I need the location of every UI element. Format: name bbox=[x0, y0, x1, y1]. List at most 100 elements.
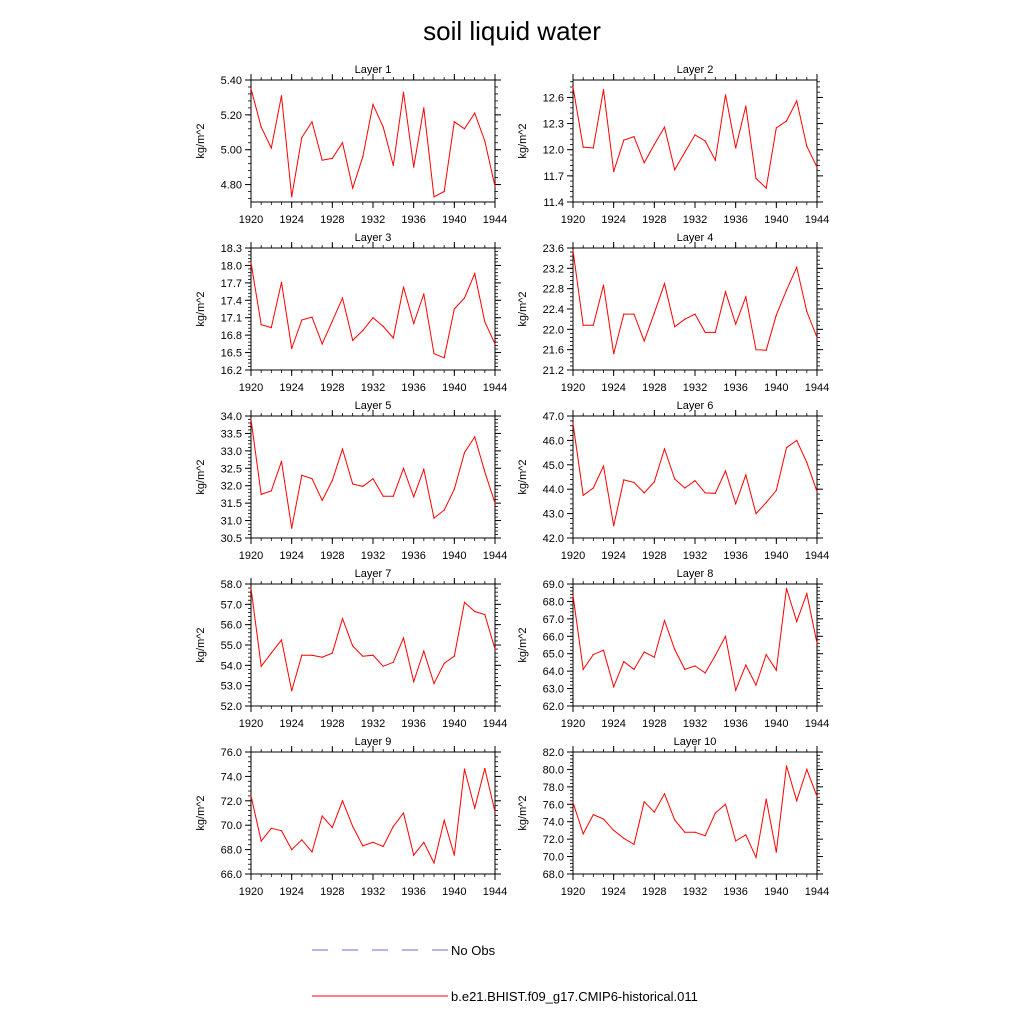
data-point bbox=[674, 169, 676, 171]
data-point bbox=[613, 686, 615, 688]
panels-group: Layer 1 4.80 5.00 5.20 5.40 1920 1924 1928 1932 1… bbox=[195, 64, 829, 898]
data-point bbox=[270, 327, 272, 329]
data-point bbox=[796, 100, 798, 102]
y-tick-label: 4.80 bbox=[221, 180, 242, 192]
data-point bbox=[474, 436, 476, 438]
data-point bbox=[260, 324, 262, 326]
data-point bbox=[592, 147, 594, 149]
y-tick-label: 72.0 bbox=[221, 796, 242, 808]
data-point bbox=[735, 840, 737, 842]
series-line bbox=[572, 86, 818, 190]
legend: No Obs b.e21.BHIST.f09_g17.CMIP6-histori… bbox=[312, 943, 698, 1004]
series-line bbox=[572, 765, 818, 860]
data-point bbox=[602, 649, 605, 651]
data-point bbox=[572, 422, 574, 424]
data-point bbox=[775, 314, 777, 316]
data-point bbox=[633, 313, 635, 315]
y-tick-label: 44.0 bbox=[543, 484, 564, 496]
data-point bbox=[643, 492, 645, 494]
x-tick-label: 1944 bbox=[805, 886, 829, 898]
data-point bbox=[301, 136, 303, 139]
data-point bbox=[816, 795, 818, 798]
y-tick-label: 66.0 bbox=[543, 631, 564, 643]
data-point bbox=[372, 317, 374, 319]
data-point bbox=[433, 196, 435, 198]
data-point bbox=[755, 856, 757, 859]
data-point bbox=[372, 841, 374, 843]
data-point bbox=[311, 316, 313, 318]
data-point bbox=[453, 308, 455, 310]
data-point bbox=[653, 811, 655, 813]
panel-frame bbox=[250, 751, 496, 875]
data-point bbox=[301, 474, 303, 476]
y-tick-label: 82.0 bbox=[543, 747, 564, 759]
y-axis-label: kg/m^2 bbox=[517, 627, 529, 662]
y-tick-label: 70.0 bbox=[221, 820, 242, 832]
data-point bbox=[433, 353, 435, 355]
data-point bbox=[724, 803, 727, 805]
x-tick-label: 1936 bbox=[401, 214, 425, 226]
data-point bbox=[714, 492, 716, 494]
data-point bbox=[775, 127, 777, 129]
data-point bbox=[592, 814, 594, 816]
data-point bbox=[341, 448, 344, 450]
data-point bbox=[311, 851, 313, 853]
x-tick-label: 1928 bbox=[642, 214, 666, 226]
data-point bbox=[362, 485, 364, 487]
x-tick-label: 1928 bbox=[320, 718, 344, 730]
data-point bbox=[796, 800, 798, 802]
data-point bbox=[674, 648, 676, 651]
y-tick-label: 68.0 bbox=[543, 596, 564, 608]
data-point bbox=[280, 830, 283, 832]
y-tick-label: 67.0 bbox=[543, 614, 564, 626]
y-tick-label: 23.2 bbox=[543, 263, 564, 275]
data-point bbox=[453, 854, 455, 856]
x-tick-label: 1944 bbox=[483, 886, 507, 898]
y-axis-label: kg/m^2 bbox=[517, 795, 529, 830]
data-point bbox=[331, 652, 333, 654]
panel-title: Layer 4 bbox=[677, 232, 714, 244]
data-point bbox=[653, 481, 655, 483]
y-tick-label: 76.0 bbox=[543, 799, 564, 811]
x-tick-label: 1936 bbox=[401, 550, 425, 562]
data-point bbox=[331, 157, 333, 159]
data-point bbox=[291, 849, 293, 851]
data-point bbox=[463, 768, 466, 770]
y-tick-label: 11.4 bbox=[543, 197, 564, 209]
x-tick-label: 1932 bbox=[683, 718, 707, 730]
data-point bbox=[291, 527, 293, 529]
data-point bbox=[433, 862, 435, 864]
x-tick-label: 1932 bbox=[683, 886, 707, 898]
x-tick-label: 1928 bbox=[320, 214, 344, 226]
x-tick-label: 1944 bbox=[805, 214, 829, 226]
x-tick-label: 1920 bbox=[561, 886, 585, 898]
data-point bbox=[423, 293, 425, 295]
data-point bbox=[352, 825, 354, 828]
y-tick-label: 54.0 bbox=[221, 660, 242, 672]
y-tick-label: 62.0 bbox=[543, 701, 564, 713]
data-point bbox=[443, 190, 445, 193]
data-point bbox=[806, 310, 808, 313]
y-tick-label: 68.0 bbox=[543, 869, 564, 881]
data-point bbox=[785, 587, 788, 590]
series-line bbox=[572, 250, 818, 354]
data-point bbox=[250, 88, 252, 90]
data-point bbox=[602, 89, 605, 91]
data-point bbox=[572, 249, 574, 252]
x-tick-label: 1936 bbox=[723, 382, 747, 394]
data-point bbox=[331, 320, 333, 322]
chart-panel-1: Layer 1 4.80 5.00 5.20 5.40 1920 1924 1928 1932 1… bbox=[195, 64, 507, 226]
data-point bbox=[382, 845, 384, 848]
y-tick-label: 76.0 bbox=[221, 747, 242, 759]
data-point bbox=[724, 470, 727, 472]
data-point bbox=[392, 825, 394, 828]
data-point bbox=[684, 831, 686, 833]
y-axis-label: kg/m^2 bbox=[517, 459, 529, 494]
data-point bbox=[433, 517, 435, 519]
data-point bbox=[463, 452, 466, 454]
data-point bbox=[270, 147, 272, 149]
panel-frame bbox=[572, 583, 818, 707]
y-tick-label: 57.0 bbox=[221, 599, 242, 611]
data-point bbox=[572, 594, 574, 596]
x-tick-label: 1932 bbox=[361, 886, 385, 898]
